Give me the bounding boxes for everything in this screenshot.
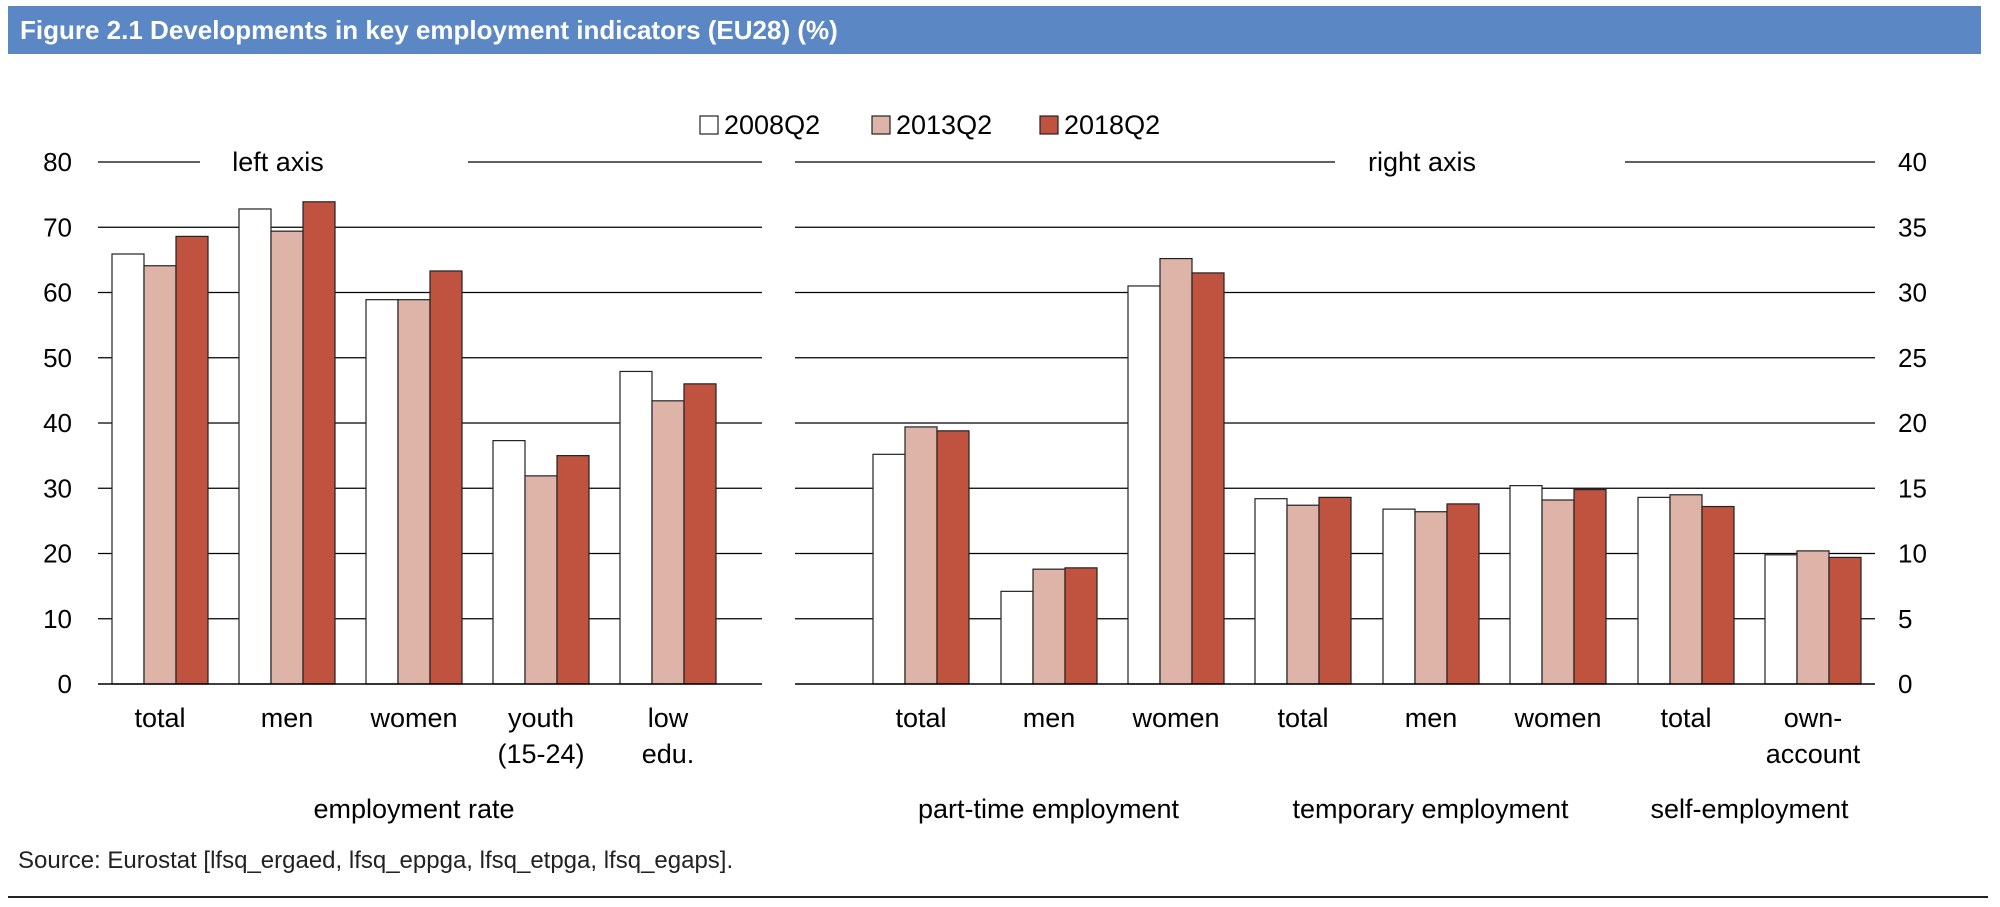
bar-2018Q2	[175, 235, 209, 685]
legend: 2008Q2 2013Q2 2018Q2	[699, 110, 1160, 140]
legend-swatch-2018Q2	[1039, 115, 1059, 135]
left-axis-label: left axis	[232, 147, 324, 177]
legend-swatch-2013Q2	[871, 115, 891, 135]
category-label: men	[1405, 703, 1458, 733]
right-axis-label: right axis	[1368, 147, 1476, 177]
category-label: total	[134, 703, 185, 733]
right-axis-tick-label: 0	[1898, 669, 1912, 699]
right-axis-tick-label: 10	[1898, 539, 1927, 569]
bar-2008Q2	[1637, 496, 1671, 685]
left-axis-tick-label: 80	[43, 147, 72, 177]
bar-2013Q2	[397, 299, 431, 685]
bar-2018Q2	[1446, 503, 1480, 685]
category-label: total	[1660, 703, 1711, 733]
group-label: temporary employment	[1292, 794, 1569, 824]
bar-2013Q2	[143, 265, 177, 685]
labels: total men women youth (15-24) low edu. total men…	[134, 703, 1860, 824]
left-axis-tick-label: 20	[43, 539, 72, 569]
category-label: youth	[508, 703, 574, 733]
category-label: total	[895, 703, 946, 733]
right-axis-tick-label: 30	[1898, 278, 1927, 308]
bar-2008Q2	[1254, 498, 1288, 685]
left-axis-tick-label: 0	[58, 669, 72, 699]
bar-2018Q2	[1701, 505, 1735, 685]
bar-2008Q2	[1509, 485, 1543, 685]
bar-2008Q2	[1127, 285, 1161, 685]
bar-2013Q2	[1669, 494, 1703, 685]
right-axis-tick-label: 35	[1898, 212, 1927, 242]
bar-2018Q2	[936, 430, 970, 685]
bar-2018Q2	[1828, 556, 1862, 685]
bars	[111, 201, 1862, 685]
category-label: low	[648, 703, 689, 733]
bar-2008Q2	[1764, 554, 1798, 685]
right-axis-tick-label: 15	[1898, 473, 1927, 503]
category-label: edu.	[642, 739, 695, 769]
bottom-divider	[8, 896, 1988, 898]
right-axis-tick-label: 40	[1898, 147, 1927, 177]
bar-2008Q2	[872, 453, 906, 685]
category-label: account	[1766, 739, 1861, 769]
bar-2008Q2	[492, 440, 526, 685]
category-label: men	[1023, 703, 1076, 733]
bar-2018Q2	[429, 270, 463, 685]
bar-2013Q2	[1541, 499, 1575, 685]
source-note: Source: Eurostat [lfsq_ergaed, lfsq_eppg…	[18, 847, 734, 874]
bar-2013Q2	[1159, 257, 1193, 685]
category-label: women	[1131, 703, 1219, 733]
category-label: women	[369, 703, 457, 733]
axes: 0 10 20 30 40 50 60 70 80 0 5 10 15 20 25 30 35 40 left ax…	[43, 147, 1927, 699]
legend-label: 2008Q2	[724, 110, 820, 140]
right-axis-tick-label: 20	[1898, 408, 1927, 438]
bar-2008Q2	[1000, 590, 1034, 685]
bar-2008Q2	[619, 370, 653, 685]
group-label: part-time employment	[918, 794, 1180, 824]
category-label: men	[261, 703, 314, 733]
bar-2013Q2	[1032, 568, 1066, 685]
bar-2013Q2	[524, 475, 558, 685]
bar-2018Q2	[302, 201, 336, 685]
category-label: total	[1277, 703, 1328, 733]
left-axis-tick-label: 10	[43, 604, 72, 634]
bar-2008Q2	[365, 299, 399, 685]
bar-2018Q2	[1318, 496, 1352, 685]
left-axis-tick-label: 40	[43, 408, 72, 438]
bar-2013Q2	[1286, 504, 1320, 685]
left-axis-tick-label: 50	[43, 343, 72, 373]
bar-2018Q2	[556, 455, 590, 685]
left-axis-tick-label: 60	[43, 278, 72, 308]
right-axis-tick-label: 25	[1898, 343, 1927, 373]
right-axis-tick-label: 5	[1898, 604, 1912, 634]
bar-2013Q2	[1796, 550, 1830, 685]
bar-2018Q2	[1064, 567, 1098, 685]
bar-2018Q2	[1573, 488, 1607, 685]
bar-2018Q2	[683, 383, 717, 685]
left-axis-tick-label: 30	[43, 473, 72, 503]
bar-2008Q2	[238, 208, 272, 685]
bar-2013Q2	[1414, 511, 1448, 685]
bar-2008Q2	[111, 253, 145, 685]
bar-2013Q2	[270, 230, 304, 685]
category-label: (15-24)	[497, 739, 584, 769]
figure-title: Figure 2.1 Developments in key employmen…	[20, 15, 838, 45]
group-label: self-employment	[1650, 794, 1849, 824]
legend-label: 2018Q2	[1064, 110, 1160, 140]
bar-2013Q2	[651, 400, 685, 685]
gridlines	[98, 161, 1875, 620]
bar-2013Q2	[904, 426, 938, 685]
category-label: own-	[1784, 703, 1843, 733]
legend-swatch-2008Q2	[699, 115, 719, 135]
figure-title-bar: Figure 2.1 Developments in key employmen…	[8, 6, 1981, 54]
group-label: employment rate	[313, 794, 514, 824]
legend-label: 2013Q2	[896, 110, 992, 140]
category-label: women	[1513, 703, 1601, 733]
bar-2018Q2	[1191, 272, 1225, 685]
left-axis-tick-label: 70	[43, 212, 72, 242]
bar-2008Q2	[1382, 508, 1416, 685]
